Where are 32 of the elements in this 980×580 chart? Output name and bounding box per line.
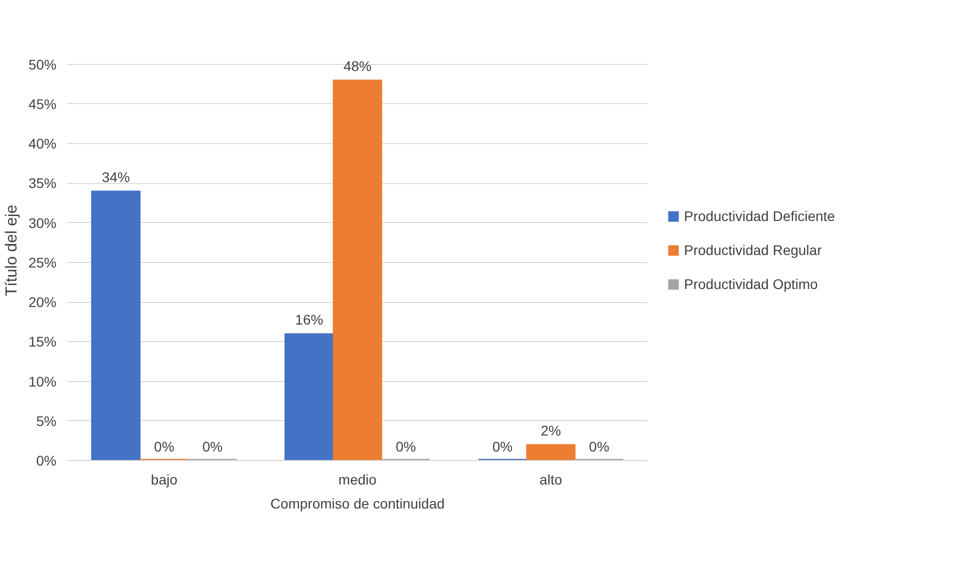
y-tick-label: 10% <box>28 373 57 390</box>
y-tick-label: 45% <box>28 96 57 112</box>
y-tick-label: 5% <box>36 412 56 429</box>
y-tick-label: 20% <box>28 294 57 310</box>
bar <box>284 333 334 460</box>
data-label: 48% <box>343 58 372 74</box>
x-tick-label: medio <box>338 472 377 488</box>
legend-label: Productividad Deficiente <box>684 208 835 224</box>
legend-label: Productividad Optimo <box>684 276 818 292</box>
data-label: 0% <box>492 438 513 454</box>
data-label: 2% <box>540 422 561 439</box>
y-tick-label: 0% <box>36 452 56 468</box>
x-tick-label: bajo <box>150 472 178 488</box>
data-label: 16% <box>295 312 324 328</box>
y-tick-label: 35% <box>28 175 57 192</box>
y-tick-label: 25% <box>28 254 57 270</box>
bar <box>332 80 382 460</box>
data-label: 0% <box>396 438 416 454</box>
data-label: 0% <box>154 438 174 454</box>
y-tick-label: 40% <box>28 136 57 152</box>
bar <box>526 444 576 460</box>
y-tick-label: 30% <box>28 214 57 231</box>
bar <box>91 190 140 460</box>
legend-label: Productividad Regular <box>684 242 822 258</box>
data-label: 0% <box>202 438 223 454</box>
y-tick-label: 15% <box>28 334 57 350</box>
data-label: 0% <box>589 438 610 454</box>
y-tick-label: 50% <box>28 56 57 72</box>
data-label: 34% <box>102 169 130 186</box>
y-axis-title: Título del eje <box>3 204 20 296</box>
x-axis-title: Compromiso de continuidad <box>270 496 445 512</box>
x-tick-label: alto <box>540 472 562 488</box>
